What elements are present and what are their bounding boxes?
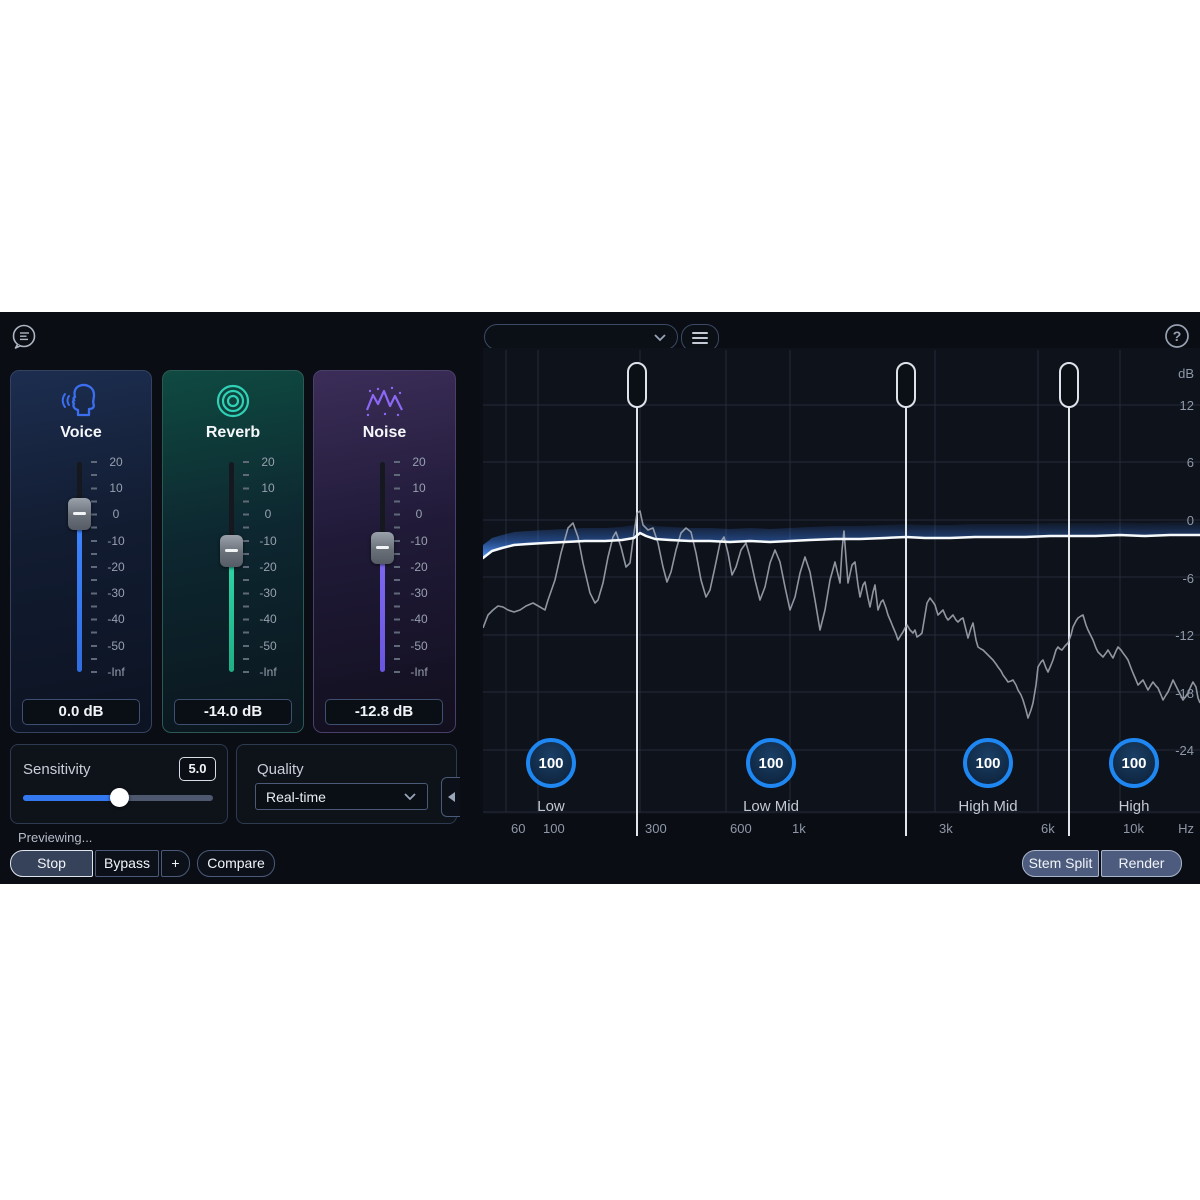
freq-label: 600 [730, 821, 752, 836]
quality-value: Real-time [266, 788, 326, 805]
freq-label: 100 [543, 821, 565, 836]
db-axis-label: 6 [1186, 455, 1194, 470]
previewing-status: Previewing... [18, 830, 93, 845]
noise-fader-handle[interactable] [371, 532, 394, 564]
help-icon[interactable]: ? [1163, 322, 1191, 350]
band-gain-high[interactable]: 100 [1109, 738, 1159, 788]
triangle-left-icon [447, 792, 455, 802]
voice-fader-handle[interactable] [68, 498, 91, 530]
freq-label: 10k [1123, 821, 1144, 836]
band-label-low-mid: Low Mid [743, 798, 799, 815]
crossover-handle-3[interactable] [1059, 362, 1079, 408]
band-label-low: Low [537, 798, 565, 815]
chevron-down-icon [654, 333, 666, 341]
sensitivity-slider-handle[interactable] [110, 788, 129, 807]
compare-button[interactable]: Compare [197, 850, 275, 877]
db-axis-label: dB [1178, 366, 1194, 381]
freq-label: 3k [939, 821, 953, 836]
voice-gain-value[interactable]: 0.0 dB [22, 699, 140, 725]
add-button[interactable]: + [161, 850, 190, 877]
svg-text:?: ? [1173, 328, 1182, 344]
db-axis-label: -12 [1175, 628, 1194, 643]
db-axis-label: -18 [1175, 686, 1194, 701]
band-label-high-mid: High Mid [958, 798, 1018, 815]
db-axis-label: 0 [1186, 513, 1194, 528]
band-gain-low-mid[interactable]: 100 [746, 738, 796, 788]
module-title: Noise [362, 424, 407, 441]
bypass-button[interactable]: Bypass [95, 850, 159, 877]
quality-panel: Quality Real-time [236, 744, 457, 824]
module-card-voice: Voice 20 10 0 -10 -20 -30 -40 -50 -Inf 0… [10, 370, 152, 733]
plugin-window: ? Voice 20 10 0 -10 -20 -30 [0, 312, 1200, 884]
band-gain-high-mid[interactable]: 100 [963, 738, 1013, 788]
quality-dropdown[interactable]: Real-time [255, 783, 428, 810]
preset-dropdown[interactable] [484, 324, 678, 350]
feedback-bubble-icon[interactable] [10, 323, 38, 351]
stop-button[interactable]: Stop [10, 850, 93, 877]
reverb-fader-handle[interactable] [220, 535, 243, 567]
chevron-down-icon [404, 793, 416, 801]
sensitivity-label: Sensitivity [23, 761, 91, 778]
sensitivity-panel: Sensitivity 5.0 [10, 744, 228, 824]
freq-label: 300 [645, 821, 667, 836]
crossover-handle-2[interactable] [896, 362, 916, 408]
reverb-gain-value[interactable]: -14.0 dB [174, 699, 292, 725]
spectrum-analyzer [483, 348, 1200, 836]
voice-icon [11, 381, 151, 421]
module-title: Voice [60, 424, 102, 441]
stem-split-button[interactable]: Stem Split [1022, 850, 1099, 877]
db-axis-label: -6 [1182, 571, 1194, 586]
noise-gain-value[interactable]: -12.8 dB [325, 699, 443, 725]
module-card-noise: Noise 20 10 0 -10 -20 -30 -40 -50 -Inf -… [313, 370, 456, 733]
reverb-icon [163, 381, 303, 421]
collapse-panel-tab[interactable] [441, 777, 460, 817]
hamburger-menu-button[interactable] [681, 324, 719, 352]
module-title: Reverb [205, 424, 261, 441]
sensitivity-value[interactable]: 5.0 [179, 757, 216, 781]
db-axis-label: -24 [1175, 743, 1194, 758]
noise-fader: 20 10 0 -10 -20 -30 -40 -50 -Inf -12.8 d… [314, 371, 455, 732]
quality-label: Quality [257, 761, 304, 778]
freq-label: 1k [792, 821, 806, 836]
reverb-fader: 20 10 0 -10 -20 -30 -40 -50 -Inf -14.0 d… [163, 371, 303, 732]
db-axis-label: 12 [1179, 398, 1194, 413]
band-gain-low[interactable]: 100 [526, 738, 576, 788]
render-button[interactable]: Render [1101, 850, 1182, 877]
band-label-high: High [1118, 798, 1150, 815]
hz-axis-label: Hz [1178, 821, 1194, 836]
freq-label: 60 [511, 821, 526, 836]
freq-label: 6k [1041, 821, 1055, 836]
module-card-reverb: Reverb 20 10 0 -10 -20 -30 -40 -50 -Inf … [162, 370, 304, 733]
noise-icon [314, 381, 455, 421]
crossover-handle-1[interactable] [627, 362, 647, 408]
voice-fader: 20 10 0 -10 -20 -30 -40 -50 -Inf 0.0 dB [11, 371, 151, 732]
